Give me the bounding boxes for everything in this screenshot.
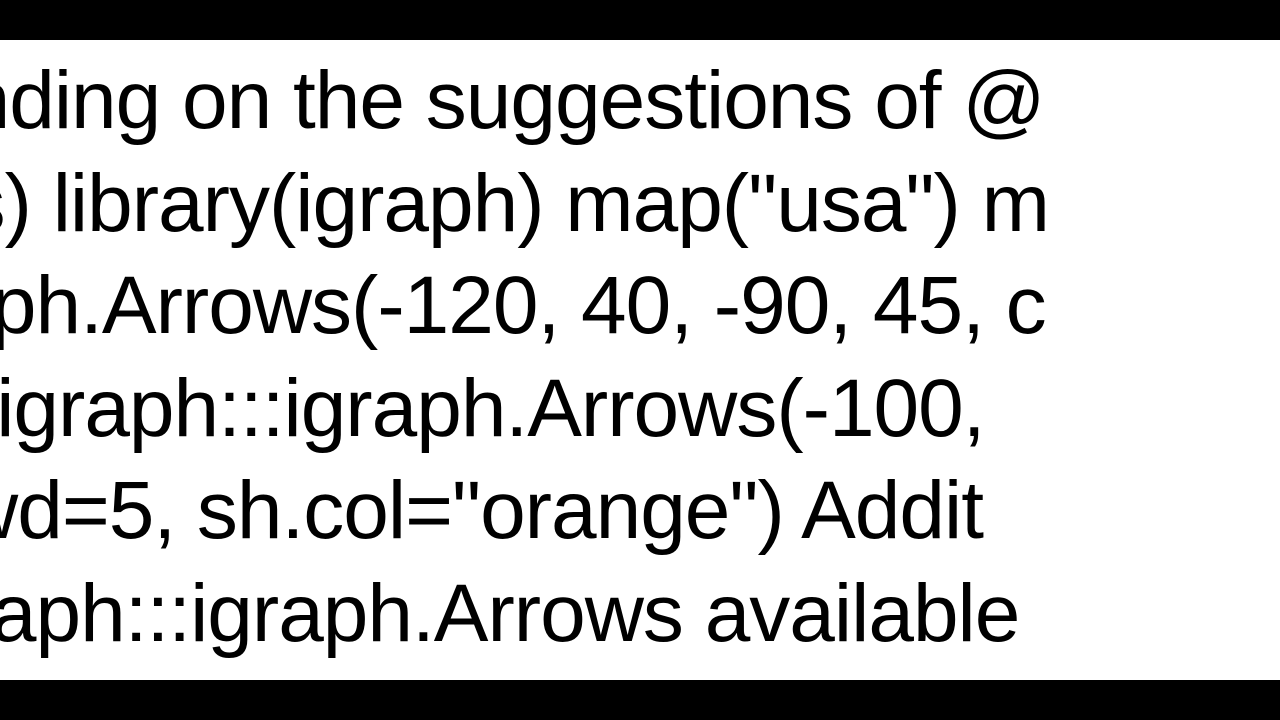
code-text-line-4: ") igraph:::igraph.Arrows(-100, bbox=[0, 358, 1280, 461]
code-text-line-3: raph.Arrows(-120, 40, -90, 45, c bbox=[0, 255, 1280, 358]
code-text-line-6: graph:::igraph.Arrows available bbox=[0, 563, 1280, 666]
code-text-line-1: anding on the suggestions of @ bbox=[0, 50, 1280, 153]
code-text-line-5: .lwd=5, sh.col="orange") Addit bbox=[0, 460, 1280, 563]
code-text-line-2: ps) library(igraph) map("usa") m bbox=[0, 153, 1280, 256]
text-panel: anding on the suggestions of @ ps) libra… bbox=[0, 40, 1280, 680]
